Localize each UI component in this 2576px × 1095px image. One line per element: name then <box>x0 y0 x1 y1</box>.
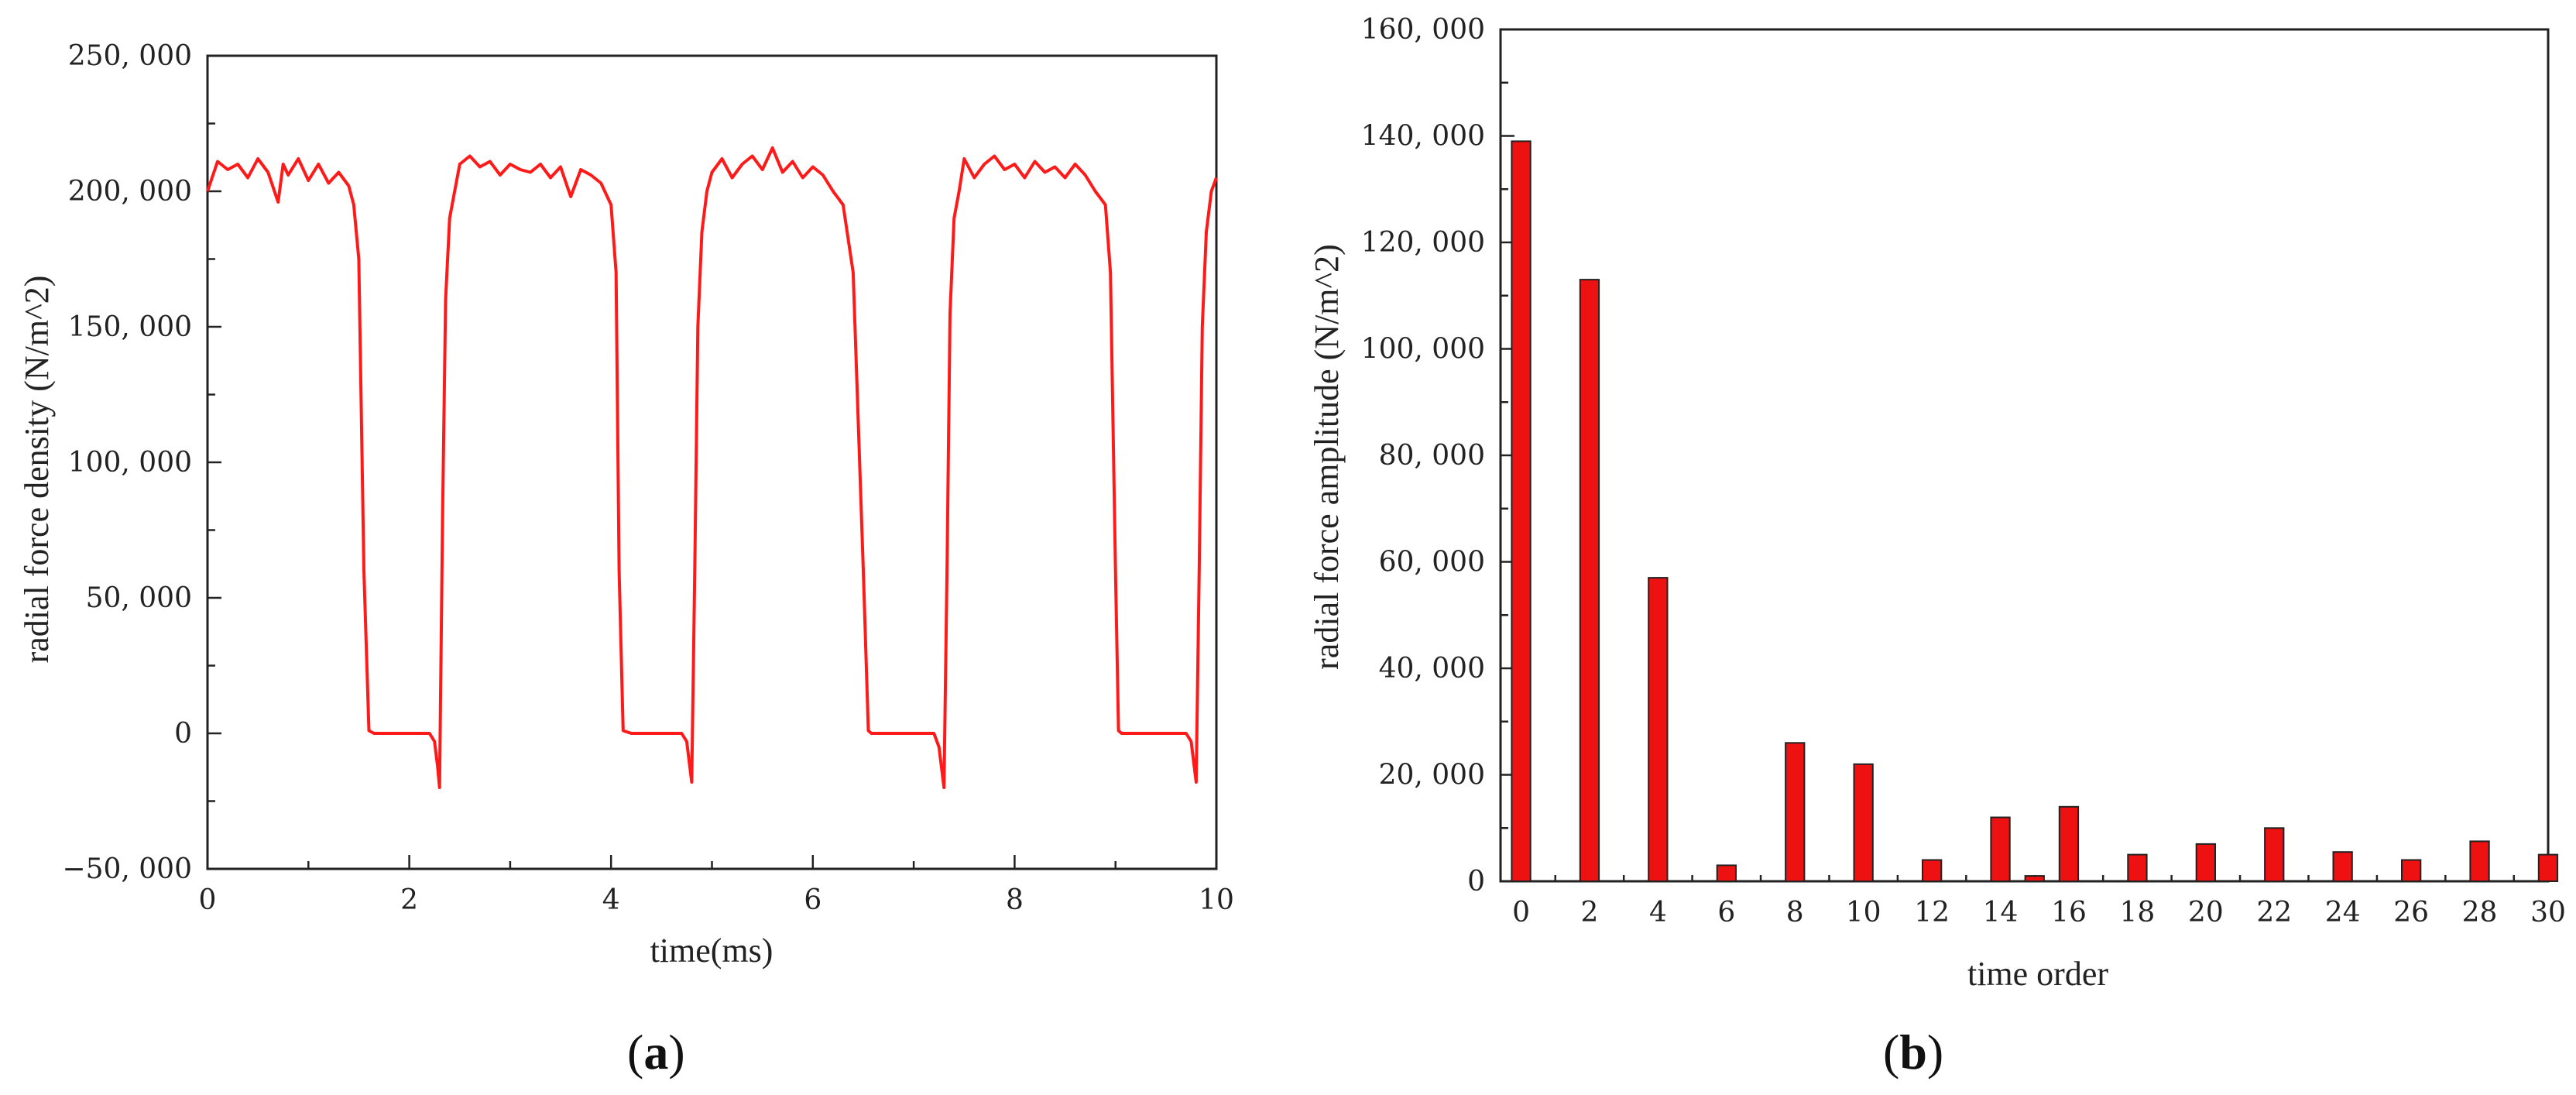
bar <box>2469 840 2490 883</box>
x-tick-label: 12 <box>1914 897 1950 929</box>
bar <box>2537 853 2559 882</box>
chart-a-ticks <box>206 54 1218 870</box>
bar <box>1648 577 1669 882</box>
x-tick-label: 4 <box>1649 897 1667 929</box>
y-tick-label: 140, 000 <box>1361 121 1485 153</box>
bar <box>2127 853 2148 882</box>
chart-a: 0 2 4 6 8 10 250, 000 200, 000 150, 000 100, 000 5… <box>18 40 1234 1080</box>
x-tick-label: 10 <box>1199 884 1234 916</box>
x-tick-label: 10 <box>1846 897 1881 929</box>
y-tick-label: 80, 000 <box>1379 440 1485 472</box>
x-tick-label: 24 <box>2325 897 2361 929</box>
chart-a-tick-labels: 0 2 4 6 8 10 250, 000 200, 000 150, 000 100, 000 5… <box>62 40 1233 916</box>
y-tick-label: 0 <box>1467 866 1485 898</box>
chart-b-bars <box>1511 140 2559 883</box>
y-tick-label: 200, 000 <box>68 176 192 208</box>
y-tick-label: 100, 000 <box>68 447 192 479</box>
bar <box>2058 805 2080 883</box>
x-tick-label: 26 <box>2393 897 2429 929</box>
x-tick-label: 6 <box>804 884 822 916</box>
x-tick-label: 6 <box>1717 897 1735 929</box>
x-tick-label: 0 <box>199 884 217 916</box>
bar <box>2401 859 2422 882</box>
x-tick-label: 28 <box>2462 897 2498 929</box>
bar <box>1990 816 2011 882</box>
bar <box>1922 859 1943 882</box>
bar <box>1716 864 1737 883</box>
x-tick-label: 22 <box>2256 897 2292 929</box>
x-tick-label: 8 <box>1006 884 1024 916</box>
caption-a-letter: a <box>643 1025 668 1080</box>
y-tick-label: 150, 000 <box>68 311 192 343</box>
x-tick-label: 20 <box>2188 897 2224 929</box>
bar <box>1579 279 1600 883</box>
caption-a: (a) <box>627 1025 685 1080</box>
series-line <box>206 146 1218 789</box>
x-tick-label: 16 <box>2051 897 2087 929</box>
y-tick-label: 250, 000 <box>68 40 192 72</box>
bar <box>1511 140 1532 882</box>
y-tick-label: 120, 000 <box>1361 227 1485 259</box>
bar <box>2332 851 2353 882</box>
caption-b-letter: b <box>1899 1025 1927 1080</box>
x-tick-label: 2 <box>400 884 418 916</box>
y-axis-label: radial force density (N/m^2) <box>18 276 56 664</box>
y-tick-label: 160, 000 <box>1361 14 1485 46</box>
y-axis-label: radial force amplitude (N/m^2) <box>1308 244 1346 670</box>
x-axis-label: time(ms) <box>650 932 773 970</box>
y-tick-label: 40, 000 <box>1379 653 1485 685</box>
x-tick-label: 14 <box>1983 897 2019 929</box>
caption-b: (b) <box>1883 1025 1943 1080</box>
x-tick-label: 4 <box>602 884 620 916</box>
bar <box>2264 827 2285 883</box>
x-axis-label: time order <box>1967 955 2108 993</box>
x-tick-label: 18 <box>2120 897 2156 929</box>
y-tick-label: 60, 000 <box>1379 547 1485 578</box>
y-tick-label: 100, 000 <box>1361 334 1485 366</box>
y-tick-label: 20, 000 <box>1379 760 1485 791</box>
x-tick-label: 30 <box>2530 897 2566 929</box>
x-tick-label: 2 <box>1581 897 1599 929</box>
bar <box>1785 742 1806 883</box>
bar <box>1853 763 1874 883</box>
y-tick-label: 50, 000 <box>86 582 192 614</box>
bar <box>2195 843 2216 883</box>
bar <box>2024 875 2045 882</box>
x-tick-label: 8 <box>1786 897 1804 929</box>
y-tick-label: 0 <box>174 718 192 750</box>
x-tick-label: 0 <box>1512 897 1530 929</box>
y-tick-label: −50, 000 <box>62 853 192 885</box>
